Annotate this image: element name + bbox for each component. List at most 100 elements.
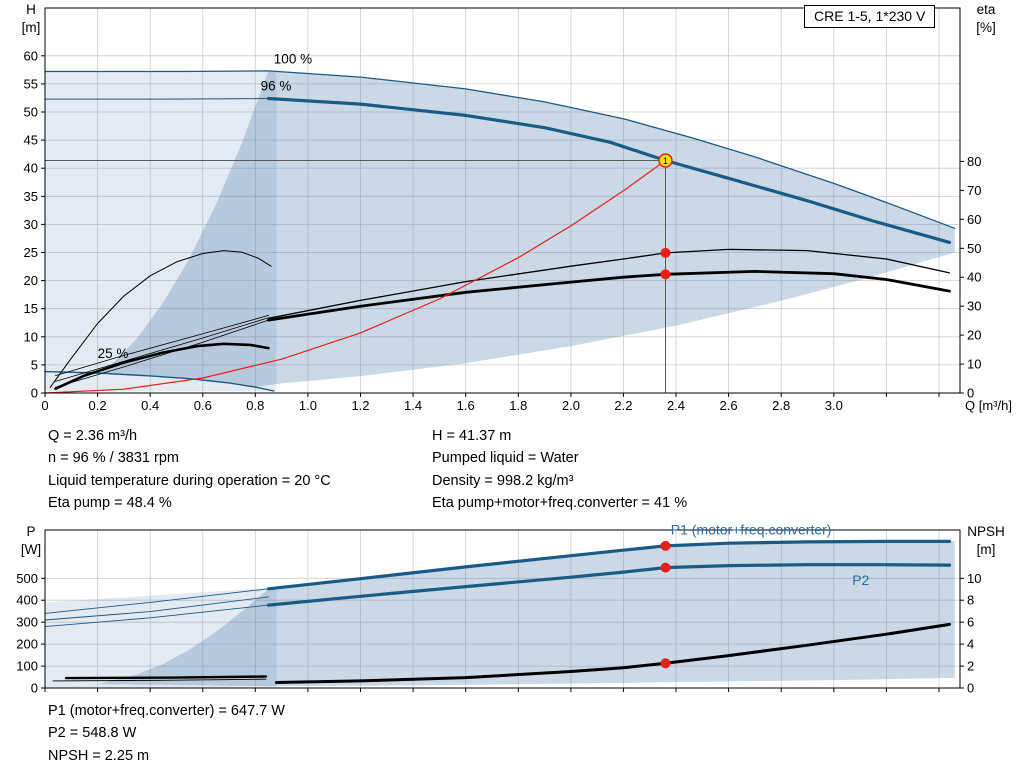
y-left-tick-label: 0: [31, 681, 38, 696]
label-96pct: 96 %: [261, 79, 292, 94]
y-right-tick-label: 30: [967, 299, 981, 314]
operating-point-number: 1: [663, 156, 668, 166]
y-right-tick-label: 80: [967, 154, 981, 169]
y-left-axis-title: [W]: [21, 542, 41, 557]
x-tick-label: 1.0: [299, 398, 317, 413]
npsh-curve: [274, 622, 951, 684]
y-left-tick-label: 55: [24, 76, 38, 91]
label-25pct: 25 %: [98, 346, 129, 361]
operating-range-light: [45, 70, 277, 392]
eta-left-arc: [49, 250, 272, 388]
npsh-low-thick: [64, 675, 268, 680]
label-p1: P1 (motor+freq.converter): [671, 521, 832, 537]
y-left-tick-label: 25: [24, 245, 38, 260]
x-tick-label: 2.0: [562, 398, 580, 413]
operating-data-right-column: H = 41.37 m Pumped liquid = Water Densit…: [432, 425, 687, 515]
eta-pump-curve: [267, 248, 951, 319]
power-envelope: [97, 541, 955, 687]
p1-value-line: P1 (motor+freq.converter) = 647.7 W: [48, 703, 285, 719]
pump-model-box: CRE 1-5, 1*230 V: [804, 5, 936, 28]
npsh-value-line: NPSH = 2.25 m: [48, 747, 150, 764]
operating-envelope: [100, 70, 955, 387]
eta-thin-a: [55, 319, 269, 388]
q-value-line: Q = 2.36 m³/h: [48, 428, 138, 444]
y-right-axis-title: [m]: [977, 542, 996, 557]
npsh-low-thin: [52, 678, 267, 682]
eta-thin-c: [55, 314, 269, 377]
x-tick-label: 0.6: [194, 398, 212, 413]
power-range-light: [45, 587, 277, 688]
y-left-tick-label: 5: [31, 357, 38, 372]
y-left-tick-label: 300: [16, 615, 38, 630]
x-tick-label: 0.8: [246, 398, 264, 413]
y-left-axis-title: [m]: [22, 20, 41, 35]
y-right-axis-title: NPSH: [967, 524, 1005, 539]
y-left-tick-label: 400: [16, 593, 38, 608]
p2-curve: [266, 563, 952, 607]
y-right-tick-label: 40: [967, 270, 981, 285]
y-left-tick-label: 0: [31, 386, 38, 401]
duty-point-dot: [660, 269, 671, 280]
y-right-axis-title: [%]: [976, 20, 996, 35]
label-p2: P2: [852, 572, 869, 588]
y-left-tick-label: 45: [24, 133, 38, 148]
y-left-axis-title: P: [26, 524, 35, 539]
duty-point-dot: [660, 562, 671, 573]
x-tick-label: 0.4: [141, 398, 159, 413]
duty-point-dot: [660, 540, 671, 551]
y-right-tick-label: 8: [967, 593, 974, 608]
x-tick-label: 1.2: [351, 398, 369, 413]
y-right-tick-label: 10: [967, 357, 981, 372]
x-tick-label: 0.2: [89, 398, 107, 413]
duty-point-dot: [660, 658, 671, 669]
y-left-tick-label: 15: [24, 301, 38, 316]
x-tick-label: 1.6: [457, 398, 475, 413]
p1-extension-b: [44, 596, 269, 621]
power-npsh-chart-border: [44, 529, 961, 689]
system-curve: [44, 159, 667, 394]
max-speed-100-curve: [44, 70, 956, 229]
x-axis-title: Q [m³/h]: [965, 398, 1012, 413]
eta-thin-b: [55, 317, 269, 382]
y-left-tick-label: 50: [24, 105, 38, 120]
y-left-tick-label: 30: [24, 217, 38, 232]
speed-96-extension: [44, 98, 269, 100]
x-tick-label: 2.4: [667, 398, 685, 413]
y-right-tick-label: 0: [967, 681, 974, 696]
y-right-tick-label: 6: [967, 615, 974, 630]
y-left-tick-label: 40: [24, 161, 38, 176]
qh-eta-chart-border: [44, 7, 961, 394]
p2-value-line: P2 = 548.8 W: [48, 725, 137, 742]
y-left-tick-label: 100: [16, 659, 38, 674]
x-tick-label: 2.8: [772, 398, 790, 413]
label-100pct: 100 %: [274, 52, 312, 67]
y-left-tick-label: 10: [24, 329, 38, 344]
y-right-tick-label: 70: [967, 183, 981, 198]
y-right-tick-label: 10: [967, 571, 981, 586]
operating-data-left-column: Q = 2.36 m³/h n = 96 % / 3831 rpm Liquid…: [48, 425, 331, 515]
y-right-tick-label: 2: [967, 659, 974, 674]
liquid-temperature-line: Liquid temperature during operation = 20…: [48, 472, 331, 489]
x-tick-label: 2.6: [720, 398, 738, 413]
h-value-line: H = 41.37 m: [432, 428, 512, 444]
pumped-liquid-line: Pumped liquid = Water: [432, 450, 579, 467]
eta-pump-line: Eta pump = 48.4 %: [48, 495, 172, 512]
y-right-tick-label: 4: [967, 637, 974, 652]
power-npsh-values: P1 (motor+freq.converter) = 647.7 W P2 =…: [48, 700, 285, 767]
speed-96-curve: [266, 96, 952, 244]
x-tick-label: 3.0: [825, 398, 843, 413]
y-right-tick-label: 0: [967, 386, 974, 401]
p2-extension: [44, 604, 269, 628]
y-left-tick-label: 500: [16, 571, 38, 586]
duty-point-dot: [660, 247, 671, 258]
x-tick-label: 1.4: [404, 398, 422, 413]
y-left-tick-label: 35: [24, 189, 38, 204]
x-tick-label: 2.2: [614, 398, 632, 413]
min-speed-25-curve: [44, 370, 275, 392]
y-left-tick-label: 200: [16, 637, 38, 652]
eta-25-curve: [54, 342, 270, 391]
y-right-tick-label: 20: [967, 328, 981, 343]
y-right-tick-label: 50: [967, 241, 981, 256]
